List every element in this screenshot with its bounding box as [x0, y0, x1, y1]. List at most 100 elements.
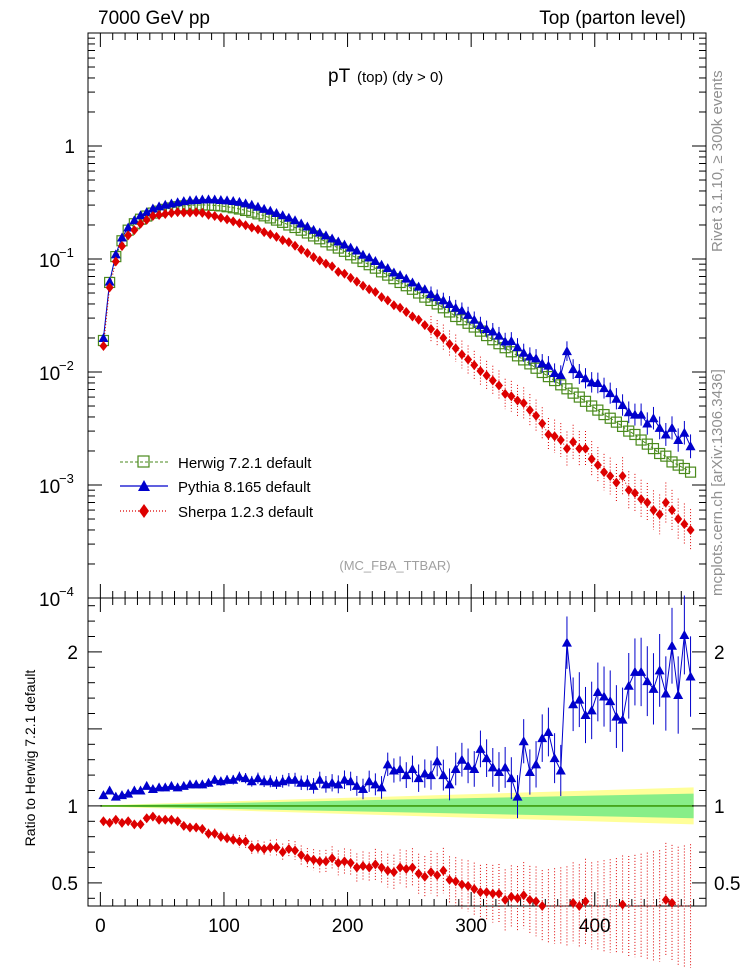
- pythia-point: [401, 273, 412, 283]
- sherpa-ratio-point: [581, 896, 590, 907]
- sherpa-point: [105, 282, 114, 293]
- pythia-point: [246, 199, 257, 209]
- main-title-sub: (top) (dy > 0): [357, 69, 443, 86]
- pythia-ratio-point: [370, 779, 381, 789]
- sherpa-point: [488, 375, 497, 386]
- pythia-point: [370, 256, 381, 266]
- pythia-ratio-point: [135, 785, 146, 795]
- sherpa-point: [513, 395, 522, 406]
- pythia-ratio-point: [549, 753, 560, 763]
- pythia-point: [537, 358, 548, 368]
- sherpa-ratio-point: [117, 817, 126, 828]
- pythia-point: [407, 277, 418, 287]
- sherpa-ratio-point: [538, 901, 547, 911]
- sherpa-point: [229, 216, 238, 227]
- main-y-tick-exponent: −1: [59, 245, 74, 260]
- pythia-ratio-point: [611, 711, 622, 721]
- ratio-x-tick-label: 200: [332, 916, 364, 937]
- sherpa-ratio-point: [494, 888, 503, 899]
- pythia-ratio-point: [555, 765, 566, 775]
- herwig-point: [573, 391, 585, 403]
- herwig-point: [536, 366, 548, 379]
- pythia-ratio-point: [240, 773, 251, 783]
- sherpa-ratio-point: [519, 890, 528, 901]
- pythia-point: [388, 267, 399, 277]
- sherpa-point: [525, 405, 534, 416]
- pythia-point: [605, 388, 616, 398]
- sherpa-ratio-point: [426, 867, 435, 878]
- ratio-y-tick-label-right: 1: [714, 797, 725, 818]
- pythia-ratio-point: [493, 767, 504, 777]
- sherpa-ratio-point: [253, 842, 262, 853]
- sherpa-ratio-point: [365, 862, 374, 873]
- sherpa-point: [291, 240, 300, 251]
- sherpa-ratio-point: [167, 814, 176, 825]
- sherpa-point: [161, 209, 170, 220]
- sherpa-ratio-point: [105, 817, 114, 828]
- herwig-point: [567, 387, 579, 399]
- pythia-point: [116, 232, 127, 242]
- ratio-x-tick-label: 0: [95, 916, 106, 937]
- legend-marker-sherpa: [139, 504, 149, 518]
- pythia-ratio-point: [648, 683, 659, 693]
- pythia-ratio-point: [234, 771, 245, 781]
- pythia-point: [543, 360, 554, 370]
- sherpa-point: [439, 332, 448, 343]
- sherpa-ratio-point: [235, 836, 244, 847]
- sherpa-ratio-point: [470, 884, 479, 895]
- herwig-point: [660, 450, 672, 462]
- herwig-point: [654, 447, 666, 460]
- pythia-ratio-point: [432, 756, 443, 766]
- pythia-ratio-point: [419, 768, 430, 778]
- sherpa-point: [624, 485, 633, 496]
- herwig-point: [604, 412, 616, 424]
- sherpa-point: [562, 443, 571, 454]
- sherpa-ratio-point: [216, 831, 225, 842]
- legend-label-sherpa: Sherpa 1.2.3 default: [178, 504, 314, 521]
- pythia-point: [271, 208, 282, 218]
- sherpa-ratio-point: [142, 813, 151, 824]
- pythia-ratio-point: [382, 759, 393, 769]
- sherpa-point: [340, 268, 349, 279]
- sherpa-point: [408, 311, 417, 322]
- pythia-ratio-point: [314, 774, 325, 784]
- pythia-point: [685, 441, 696, 451]
- pythia-point: [574, 369, 585, 379]
- pythia-point: [135, 210, 146, 220]
- main-y-tick-label: 10: [39, 477, 60, 498]
- sherpa-point: [278, 235, 287, 246]
- sherpa-point: [686, 524, 695, 535]
- sherpa-point: [587, 453, 596, 464]
- sherpa-point: [130, 225, 139, 236]
- herwig-point: [530, 362, 542, 374]
- pythia-point: [487, 326, 498, 336]
- pythia-point: [456, 305, 467, 315]
- pythia-point: [642, 418, 653, 428]
- main-y-tick-label: 10: [39, 364, 60, 385]
- pythia-point: [302, 221, 313, 231]
- pythia-point: [617, 400, 628, 410]
- sherpa-point: [352, 276, 361, 287]
- pythia-ratio-point: [265, 776, 276, 786]
- sherpa-point: [334, 266, 343, 277]
- sherpa-point: [661, 497, 670, 508]
- sherpa-point: [167, 208, 176, 219]
- sherpa-point: [142, 214, 151, 225]
- pythia-ratio-point: [456, 754, 467, 764]
- pythia-ratio-point: [463, 760, 474, 770]
- sherpa-point: [216, 212, 225, 223]
- sherpa-point: [581, 443, 590, 454]
- sherpa-ratio-point: [328, 853, 337, 864]
- sherpa-ratio-point: [321, 856, 330, 867]
- sherpa-point: [359, 280, 368, 291]
- sherpa-point: [532, 410, 541, 421]
- sherpa-ratio-point: [383, 865, 392, 876]
- pythia-point: [333, 236, 344, 246]
- sherpa-ratio-point: [284, 844, 293, 855]
- pythia-point: [290, 215, 301, 225]
- pythia-point: [419, 284, 430, 294]
- sherpa-point: [365, 284, 374, 295]
- sherpa-point: [451, 343, 460, 354]
- pythia-point: [376, 259, 387, 269]
- pythia-point: [580, 373, 591, 383]
